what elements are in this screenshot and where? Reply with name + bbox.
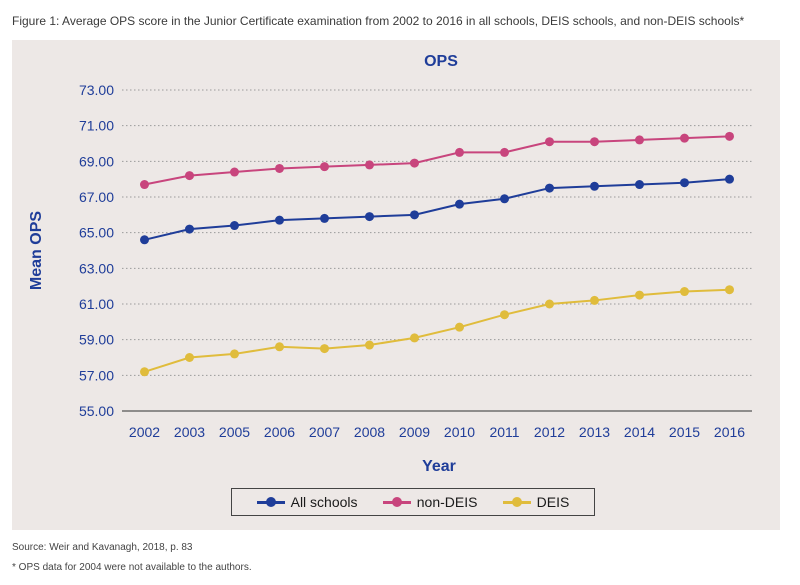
data-point-deis [275, 342, 284, 352]
figure-caption: Figure 1: Average OPS score in the Junio… [12, 14, 745, 28]
data-point-non-deis [140, 180, 149, 190]
series-line-all-schools [144, 178, 730, 241]
y-tick-label: 65.00 [79, 225, 114, 241]
legend-label: All schools [290, 494, 358, 510]
y-tick-label: 67.00 [79, 189, 114, 205]
data-point-all-schools [185, 224, 194, 234]
data-point-all-schools [410, 210, 419, 220]
legend-item: DEIS [502, 494, 570, 510]
y-tick-label: 59.00 [79, 332, 114, 348]
x-tick-label: 2005 [219, 424, 250, 440]
x-tick-label: 2007 [309, 424, 340, 440]
legend-label: DEIS [536, 494, 570, 510]
chart-panel: OPS 55.00 57.00 59.00 61.00 63.00 65.00 67.00 69… [12, 40, 780, 530]
data-point-deis [500, 310, 509, 320]
y-tick-label: 55.00 [79, 403, 114, 419]
x-tick-label: 2015 [669, 424, 700, 440]
data-point-non-deis [500, 147, 509, 157]
data-point-non-deis [185, 171, 194, 181]
legend-marker [511, 497, 522, 507]
x-tick-label: 2009 [399, 424, 430, 440]
data-point-deis [185, 353, 194, 362]
chart-legend: All schools non-DEIS DEIS [231, 488, 595, 516]
data-point-deis [680, 287, 689, 297]
data-point-non-deis [725, 131, 734, 141]
legend-item: All schools [256, 494, 358, 510]
y-tick-label: 63.00 [79, 260, 114, 276]
y-tick-label: 69.00 [79, 153, 114, 169]
chart-svg: OPS 55.00 57.00 59.00 61.00 63.00 65.00 67.00 69… [28, 53, 752, 475]
y-tick-label: 57.00 [79, 367, 114, 383]
x-axis-title: Year [422, 458, 456, 475]
data-point-non-deis [275, 163, 284, 173]
data-point-deis [545, 299, 554, 309]
data-point-non-deis [545, 137, 554, 147]
legend-item: non-DEIS [382, 494, 478, 510]
data-point-all-schools [590, 181, 599, 191]
x-tick-label: 2013 [579, 424, 610, 440]
data-point-all-schools [320, 213, 329, 223]
data-point-deis [635, 290, 644, 300]
data-point-deis [140, 367, 149, 377]
y-tick-label: 73.00 [79, 82, 114, 98]
x-tick-label: 2011 [489, 424, 519, 440]
data-point-non-deis [410, 158, 419, 168]
data-point-non-deis [320, 162, 329, 172]
data-point-all-schools [545, 183, 554, 193]
data-point-non-deis [680, 133, 689, 143]
footnote: * OPS data for 2004 were not available t… [12, 562, 252, 573]
x-tick-label: 2002 [129, 424, 160, 440]
data-point-all-schools [230, 221, 239, 231]
data-point-non-deis [590, 137, 599, 147]
data-point-deis [455, 322, 464, 332]
x-tick-label: 2008 [354, 424, 385, 440]
legend-marker [265, 497, 276, 507]
data-point-deis [365, 340, 374, 350]
data-point-all-schools [140, 235, 149, 245]
y-axis-title: Mean OPS [28, 211, 45, 290]
data-point-all-schools [275, 215, 284, 225]
data-point-non-deis [365, 160, 374, 170]
x-tick-label: 2010 [444, 424, 475, 440]
data-point-all-schools [365, 212, 374, 222]
x-tick-label: 2003 [174, 424, 205, 440]
legend-swatch [256, 497, 285, 507]
data-point-deis [590, 295, 599, 305]
data-point-all-schools [500, 194, 509, 204]
data-point-all-schools [635, 180, 644, 190]
x-tick-label: 2014 [624, 424, 655, 440]
series-line-non-deis [144, 135, 730, 186]
data-point-all-schools [680, 178, 689, 188]
data-point-non-deis [230, 167, 239, 177]
data-point-all-schools [455, 199, 464, 209]
data-point-deis [410, 333, 419, 343]
data-point-non-deis [635, 135, 644, 145]
legend-swatch [382, 497, 411, 507]
legend-label: non-DEIS [416, 494, 478, 510]
series-line-deis [144, 288, 730, 373]
y-tick-label: 71.00 [79, 118, 114, 134]
y-tick-label: 61.00 [79, 296, 114, 312]
x-tick-label: 2012 [534, 424, 565, 440]
chart-title: OPS [424, 53, 458, 70]
data-point-all-schools [725, 174, 734, 184]
legend-swatch [502, 497, 531, 507]
data-point-deis [725, 285, 734, 295]
data-point-deis [320, 344, 329, 354]
x-tick-label: 2016 [714, 424, 745, 440]
source-note: Source: Weir and Kavanagh, 2018, p. 83 [12, 542, 193, 553]
data-point-deis [230, 349, 239, 359]
x-tick-label: 2006 [264, 424, 295, 440]
legend-marker [391, 497, 402, 507]
data-point-non-deis [455, 147, 464, 157]
